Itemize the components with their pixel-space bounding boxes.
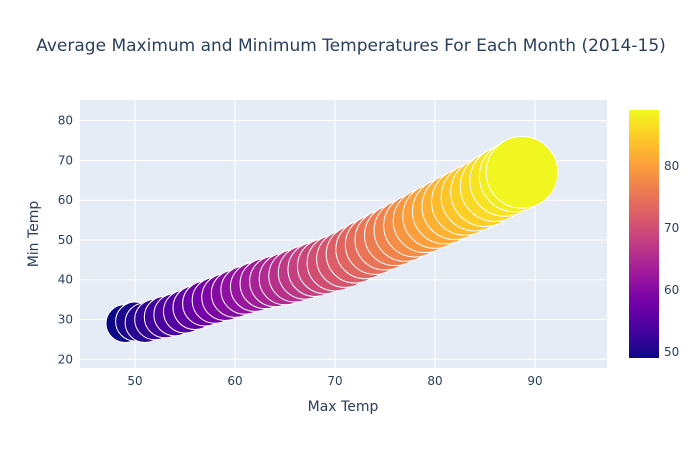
x-tick-label: 80 <box>427 374 442 388</box>
y-tick-label: 50 <box>58 233 73 247</box>
chart-title: Average Maximum and Minimum Temperatures… <box>36 36 666 56</box>
colorbar <box>629 110 659 358</box>
x-tick-label: 70 <box>327 374 342 388</box>
y-axis-ticks: 20 30 40 50 60 70 80 <box>58 114 73 367</box>
colorbar-tick-label: 80 <box>664 159 679 173</box>
x-axis-ticks: 50 60 70 80 90 <box>127 374 542 388</box>
y-tick-label: 70 <box>58 153 73 167</box>
data-points <box>105 135 559 344</box>
y-tick-label: 80 <box>58 114 73 128</box>
colorbar-tick-label: 60 <box>664 283 679 297</box>
x-tick-label: 90 <box>527 374 542 388</box>
x-axis-title: Max Temp <box>308 399 379 415</box>
colorbar-tick-label: 50 <box>664 345 679 359</box>
colorbar-tick-label: 70 <box>664 221 679 235</box>
y-tick-label: 30 <box>58 312 73 326</box>
y-axis-title: Min Temp <box>26 201 42 268</box>
y-tick-label: 60 <box>58 193 73 207</box>
y-tick-label: 40 <box>58 273 73 287</box>
data-point[interactable] <box>485 135 559 209</box>
x-tick-label: 50 <box>127 374 142 388</box>
colorbar-ticks: 50 60 70 80 <box>664 159 679 359</box>
x-tick-label: 60 <box>227 374 242 388</box>
y-tick-label: 20 <box>58 352 73 366</box>
